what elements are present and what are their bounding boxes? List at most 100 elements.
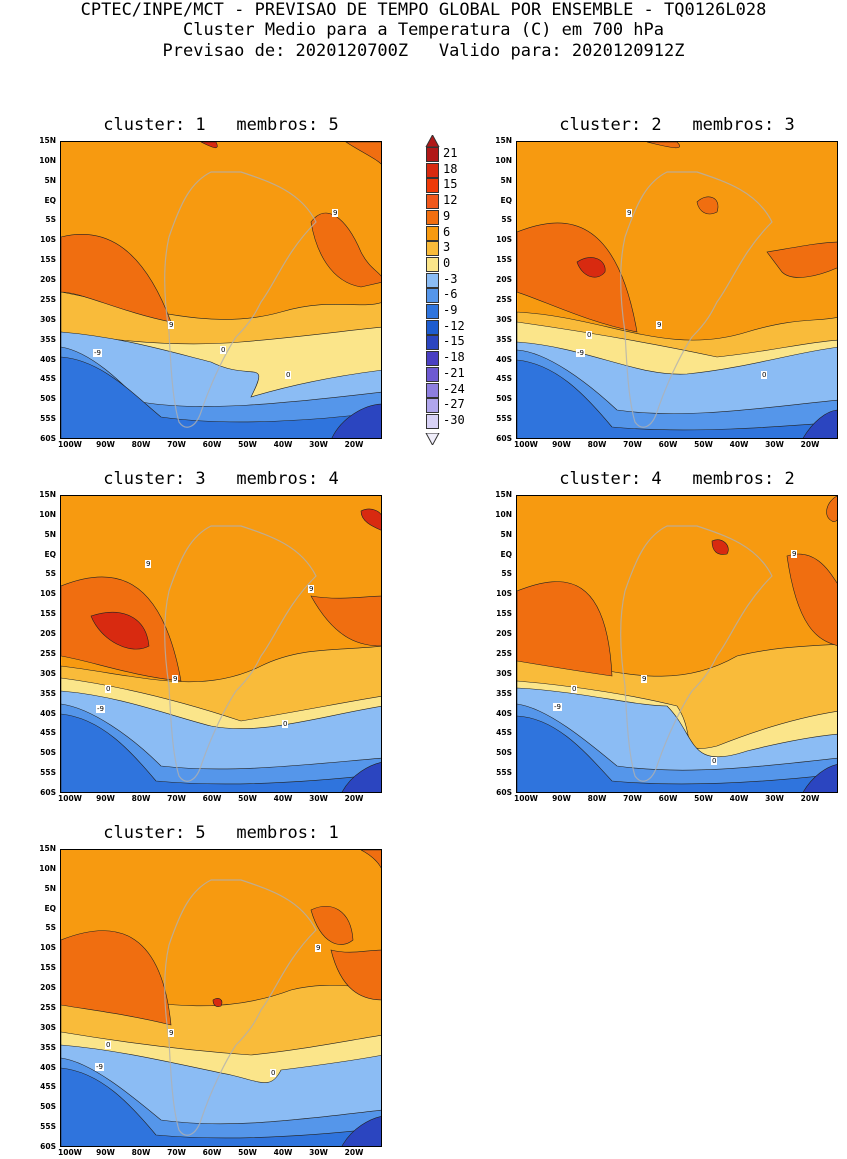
longitude-tick-label: 50W xyxy=(694,794,713,803)
latitude-tick-label: 20S xyxy=(40,275,56,285)
temperature-band xyxy=(360,508,381,531)
latitude-tick-label: 10S xyxy=(496,235,512,245)
colorbar-label: 12 xyxy=(443,193,458,208)
longitude-tick-label: 100W xyxy=(514,794,538,803)
temperature-map xyxy=(60,849,382,1147)
longitude-tick-label: 80W xyxy=(131,440,151,449)
colorbar-label: 0 xyxy=(443,255,451,270)
contour-label: 9 xyxy=(332,209,339,217)
latitude-tick-label: EQ xyxy=(44,549,57,559)
panel-title: cluster: 1 membros: 5 xyxy=(103,115,339,135)
latitude-tick-label: 45S xyxy=(496,728,512,738)
map-svg xyxy=(517,142,837,438)
longitude-tick-label: 70W xyxy=(167,440,186,449)
latitude-tick-label: 5S xyxy=(45,215,56,225)
contour-label: 9 xyxy=(641,675,648,683)
colorbar-swatch xyxy=(426,209,439,225)
latitude-tick-label: 55S xyxy=(40,414,56,424)
longitude-tick-label: 80W xyxy=(587,440,607,449)
map-svg xyxy=(61,496,381,792)
latitude-tick-label: 35S xyxy=(40,334,56,344)
latitude-tick-label: 10S xyxy=(40,235,56,245)
colorbar-swatch xyxy=(426,162,439,178)
latitude-tick-label: 60S xyxy=(40,788,56,797)
contour-label: 9 xyxy=(168,1029,175,1037)
contour-label: 0 xyxy=(711,757,718,765)
latitude-tick-label: 30S xyxy=(496,668,512,678)
contour-label: 9 xyxy=(168,321,175,329)
latitude-tick-label: 35S xyxy=(40,1042,56,1052)
longitude-tick-label: 40W xyxy=(729,440,749,449)
colorbar-label: -24 xyxy=(443,381,465,396)
contour-label: 9 xyxy=(315,944,322,952)
colorbar-label: -27 xyxy=(443,397,465,412)
longitude-tick-label: 90W xyxy=(96,794,115,803)
colorbar-label: 21 xyxy=(443,146,458,160)
contour-label: -9 xyxy=(93,349,102,357)
latitude-tick-label: 10S xyxy=(40,589,56,599)
latitude-tick-label: 5S xyxy=(501,215,512,225)
latitude-tick-label: 15N xyxy=(39,844,56,853)
longitude-tick-label: 90W xyxy=(552,794,571,803)
longitude-tick-label: 90W xyxy=(96,440,115,449)
temperature-band xyxy=(517,581,613,677)
longitude-tick-label: 100W xyxy=(58,794,82,803)
longitude-tick-label: 60W xyxy=(658,440,678,449)
latitude-tick-label: 35S xyxy=(496,334,512,344)
latitude-tick-label: EQ xyxy=(500,195,513,205)
latitude-tick-label: 50S xyxy=(496,394,512,404)
latitude-tick-label: 60S xyxy=(496,434,512,443)
temperature-band xyxy=(61,930,172,1026)
temperature-band xyxy=(802,764,837,792)
contour-label: 9 xyxy=(308,585,315,593)
latitude-tick-label: 5S xyxy=(45,923,56,933)
contour-label: 9 xyxy=(626,209,633,217)
longitude-tick-label: 30W xyxy=(309,794,328,803)
latitude-tick-label: 40S xyxy=(496,708,512,718)
colorbar-swatch xyxy=(426,351,439,367)
longitude-tick-label: 20W xyxy=(344,794,364,803)
map-panel-cluster-1: cluster: 1 membros: 5 9 9 0 0 -9 15N 10N 5N EQ 5S 1… xyxy=(0,115,390,451)
colorbar-swatch xyxy=(426,241,439,257)
colorbar-top-arrow xyxy=(425,135,440,147)
latitude-tick-label: 55S xyxy=(40,768,56,778)
temperature-band xyxy=(341,762,381,792)
map-svg xyxy=(61,850,381,1146)
latitude-tick-label: 40S xyxy=(496,354,512,364)
latitude-tick-label: 15N xyxy=(39,490,56,499)
latitude-tick-label: 15S xyxy=(40,609,56,619)
latitude-tick-label: 25S xyxy=(40,648,56,658)
latitude-tick-label: 60S xyxy=(40,434,56,443)
latitude-tick-label: 15S xyxy=(40,963,56,973)
latitude-tick-label: 45S xyxy=(40,1082,56,1092)
latitude-tick-label: 20S xyxy=(496,629,512,639)
latitude-tick-label: 10S xyxy=(40,943,56,953)
latitude-tick-label: 5N xyxy=(500,529,513,539)
longitude-tick-label: 100W xyxy=(514,440,538,449)
colorbar-label: 18 xyxy=(443,161,458,176)
colorbar-label: 3 xyxy=(443,240,451,255)
temperature-band xyxy=(200,142,218,149)
contour-label: 0 xyxy=(105,685,112,693)
map-panel-cluster-2: cluster: 2 membros: 3 9 9 0 0 -9 15N 10N 5N EQ 5S 1… xyxy=(456,115,846,451)
latitude-tick-label: 55S xyxy=(496,414,512,424)
colorbar-label: -18 xyxy=(443,350,465,365)
contour-label: -9 xyxy=(95,1063,104,1071)
longitude-tick-label: 70W xyxy=(167,794,186,803)
contour-label: -9 xyxy=(96,705,105,713)
temperature-map xyxy=(60,495,382,793)
latitude-tick-label: 30S xyxy=(496,314,512,324)
colorbar-label: -12 xyxy=(443,318,465,333)
colorbar-label: -30 xyxy=(443,412,465,427)
longitude-tick-label: 50W xyxy=(238,440,257,449)
colorbar-swatch xyxy=(426,225,439,241)
contour-label: 0 xyxy=(220,346,227,354)
latitude-tick-label: 25S xyxy=(40,1002,56,1012)
latitude-tick-label: 15N xyxy=(495,490,512,499)
longitude-tick-label: 80W xyxy=(131,794,151,803)
temperature-band xyxy=(786,553,837,646)
colorbar-swatch xyxy=(426,366,439,382)
longitude-tick-label: 50W xyxy=(238,794,257,803)
latitude-tick-label: 20S xyxy=(40,983,56,993)
longitude-tick-label: 90W xyxy=(96,1148,115,1157)
